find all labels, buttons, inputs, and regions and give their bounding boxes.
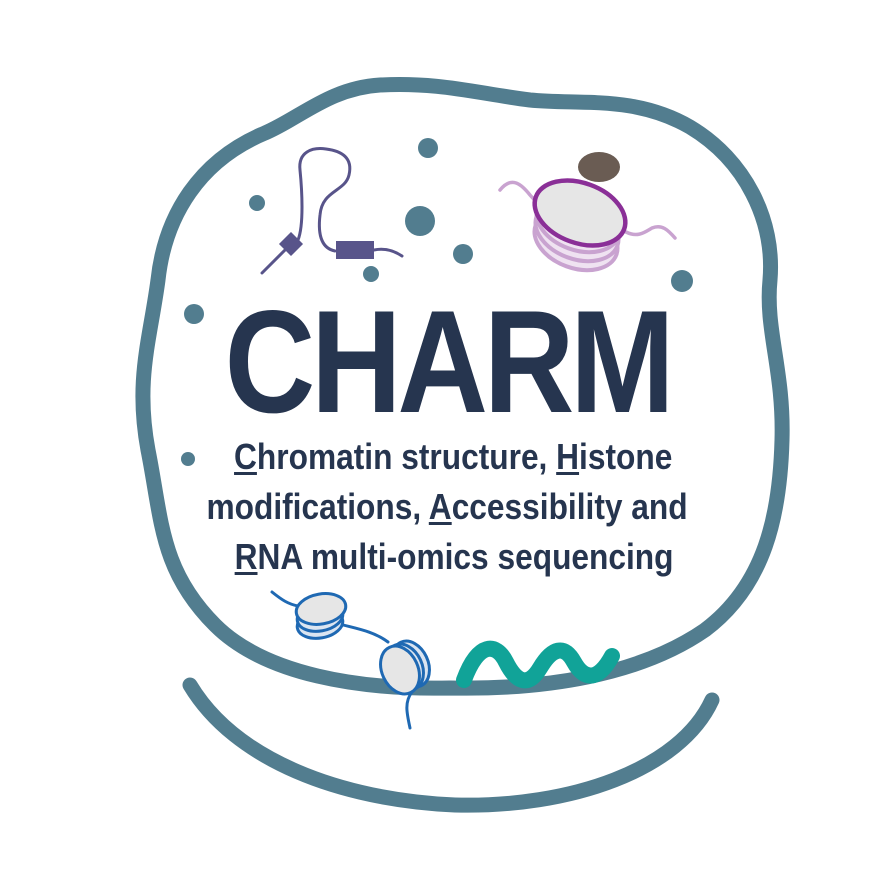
subtitle-initial: H <box>556 436 580 477</box>
subtitle-initial: A <box>428 486 452 527</box>
particle-dot-icon <box>249 195 265 211</box>
logo-subtitle: Chromatin structure, Histone modificatio… <box>55 432 838 582</box>
antibody-probe-icon <box>260 147 404 275</box>
subtitle-text: ccessibility and <box>451 486 688 527</box>
subtitle-line: RNA multi-omics sequencing <box>55 532 838 582</box>
subtitle-line: Chromatin structure, Histone <box>55 432 838 482</box>
particle-dot-icon <box>405 206 435 236</box>
subtitle-text: NA multi-omics sequencing <box>257 536 674 577</box>
particle-dot-icon <box>418 138 438 158</box>
logo-title: CHARM <box>224 280 675 443</box>
particle-dot-icon <box>453 244 473 264</box>
histone-mark-icon <box>578 152 620 182</box>
particle-dot-icon <box>363 266 379 282</box>
subtitle-text: istone <box>579 436 673 477</box>
rna-strand-icon <box>456 640 620 689</box>
chromatin-fiber-icon <box>270 590 431 730</box>
subtitle-text: hromatin structure, <box>256 436 557 477</box>
subtitle-initial: R <box>234 536 258 577</box>
particle-dots <box>181 138 693 466</box>
modified-nucleosome-icon <box>498 178 677 273</box>
particle-dot-icon <box>671 270 693 292</box>
nucleus-outline-icon <box>135 77 790 696</box>
subtitle-initial: C <box>234 436 257 477</box>
particle-dot-icon <box>181 452 195 466</box>
particle-dot-icon <box>184 304 204 324</box>
nucleus-outer-arc-icon <box>182 677 720 813</box>
subtitle-text: modifications, <box>206 486 429 527</box>
subtitle-line: modifications, Accessibility and <box>55 482 838 532</box>
